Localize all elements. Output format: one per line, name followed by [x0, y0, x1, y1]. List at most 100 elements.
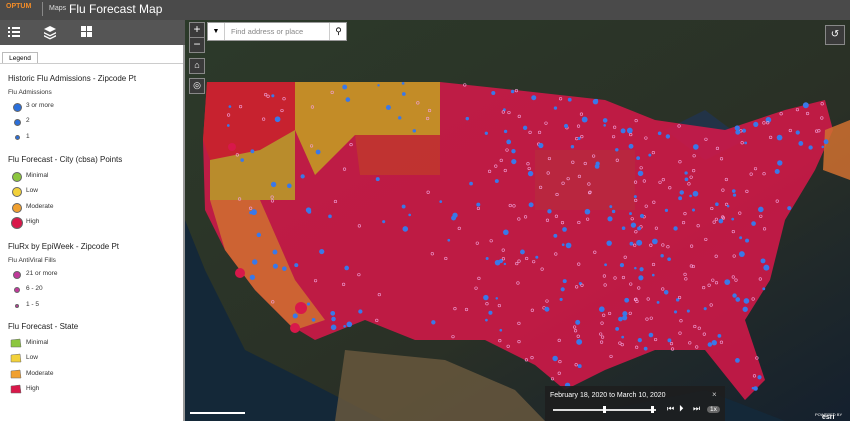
- map-point[interactable]: [560, 287, 565, 292]
- map-point[interactable]: [684, 277, 688, 281]
- map-point[interactable]: [634, 266, 637, 270]
- map-point[interactable]: [580, 135, 584, 139]
- map-point[interactable]: [306, 302, 311, 306]
- map-point[interactable]: [711, 340, 717, 346]
- map-point[interactable]: [483, 294, 489, 301]
- map-point[interactable]: [577, 136, 581, 141]
- map-point[interactable]: [398, 116, 402, 120]
- map-point[interactable]: [503, 262, 507, 266]
- city-point[interactable]: [235, 268, 245, 278]
- next-button[interactable]: ⏭: [693, 404, 701, 413]
- map-point[interactable]: [692, 154, 696, 158]
- grid-icon[interactable]: [81, 26, 92, 37]
- map-point[interactable]: [628, 311, 632, 315]
- map-point[interactable]: [226, 113, 231, 117]
- map-point[interactable]: [599, 332, 603, 336]
- map-point[interactable]: [719, 340, 724, 344]
- map-point[interactable]: [633, 180, 638, 184]
- map-point[interactable]: [808, 145, 813, 150]
- map-point[interactable]: [758, 277, 762, 281]
- map-point[interactable]: [444, 256, 448, 261]
- map-point[interactable]: [439, 200, 443, 204]
- map-point[interactable]: [588, 191, 592, 195]
- map-point[interactable]: [661, 243, 665, 247]
- map-point[interactable]: [575, 285, 579, 289]
- map-point[interactable]: [721, 215, 725, 219]
- map-point[interactable]: [661, 287, 665, 291]
- map-point[interactable]: [602, 118, 608, 123]
- map-point[interactable]: [382, 220, 386, 224]
- map-point[interactable]: [658, 180, 662, 184]
- map-point[interactable]: [637, 337, 642, 343]
- map-point[interactable]: [725, 202, 729, 206]
- map-point[interactable]: [667, 338, 672, 343]
- map-point[interactable]: [385, 104, 391, 110]
- map-point[interactable]: [563, 123, 569, 129]
- map-point[interactable]: [628, 143, 634, 149]
- map-point[interactable]: [721, 188, 725, 192]
- map-point[interactable]: [621, 335, 625, 339]
- map-point[interactable]: [562, 227, 567, 232]
- map-point[interactable]: [624, 297, 630, 303]
- map-point[interactable]: [343, 324, 346, 328]
- map-point[interactable]: [252, 259, 258, 265]
- map-point[interactable]: [707, 342, 713, 347]
- map-point[interactable]: [331, 316, 336, 322]
- map-point[interactable]: [762, 227, 767, 231]
- map-point[interactable]: [751, 221, 756, 226]
- map-point[interactable]: [520, 249, 525, 255]
- map-point[interactable]: [539, 185, 543, 189]
- map-point[interactable]: [634, 230, 638, 234]
- map-point[interactable]: [633, 243, 637, 247]
- city-point[interactable]: [228, 143, 236, 151]
- map-point[interactable]: [495, 297, 499, 300]
- map-point[interactable]: [250, 209, 257, 216]
- map-point[interactable]: [712, 220, 716, 224]
- map-point[interactable]: [769, 135, 773, 139]
- map-point[interactable]: [310, 105, 315, 109]
- map-point[interactable]: [629, 212, 632, 216]
- map-point[interactable]: [714, 254, 718, 258]
- map-point[interactable]: [611, 135, 616, 139]
- map-point[interactable]: [732, 193, 737, 197]
- map-point[interactable]: [645, 317, 649, 321]
- map-point[interactable]: [447, 238, 451, 242]
- map-point[interactable]: [683, 272, 687, 276]
- map-point[interactable]: [512, 204, 516, 208]
- map-point[interactable]: [494, 259, 501, 266]
- map-point[interactable]: [643, 346, 648, 351]
- map-point[interactable]: [226, 124, 230, 127]
- map-point[interactable]: [574, 363, 578, 367]
- slider-thumb[interactable]: [651, 406, 654, 413]
- map-point[interactable]: [588, 190, 592, 194]
- map-point[interactable]: [777, 160, 783, 166]
- map-point[interactable]: [502, 108, 506, 112]
- map-point[interactable]: [714, 281, 719, 285]
- map-point[interactable]: [294, 263, 299, 268]
- map-point[interactable]: [649, 316, 653, 320]
- map-point[interactable]: [377, 84, 380, 87]
- map-point[interactable]: [693, 144, 699, 150]
- map-point[interactable]: [634, 198, 638, 203]
- map-point[interactable]: [689, 194, 692, 198]
- map-point[interactable]: [528, 130, 532, 135]
- map-point[interactable]: [686, 309, 690, 313]
- speed-button[interactable]: 1x: [707, 406, 720, 413]
- map-point[interactable]: [554, 214, 559, 218]
- map-point[interactable]: [735, 297, 741, 302]
- map-point[interactable]: [762, 172, 766, 176]
- map-point[interactable]: [228, 105, 232, 108]
- map-point[interactable]: [749, 172, 753, 176]
- map-point[interactable]: [707, 283, 711, 287]
- map-point[interactable]: [621, 275, 626, 280]
- map-point[interactable]: [474, 286, 478, 290]
- map-point[interactable]: [540, 267, 544, 271]
- map-point[interactable]: [715, 202, 719, 207]
- map-point[interactable]: [592, 98, 599, 105]
- map-point[interactable]: [668, 186, 672, 190]
- map-point[interactable]: [732, 293, 737, 298]
- map-point[interactable]: [527, 170, 534, 177]
- map-point[interactable]: [451, 215, 457, 221]
- map-point[interactable]: [562, 279, 567, 284]
- map-point[interactable]: [752, 374, 757, 378]
